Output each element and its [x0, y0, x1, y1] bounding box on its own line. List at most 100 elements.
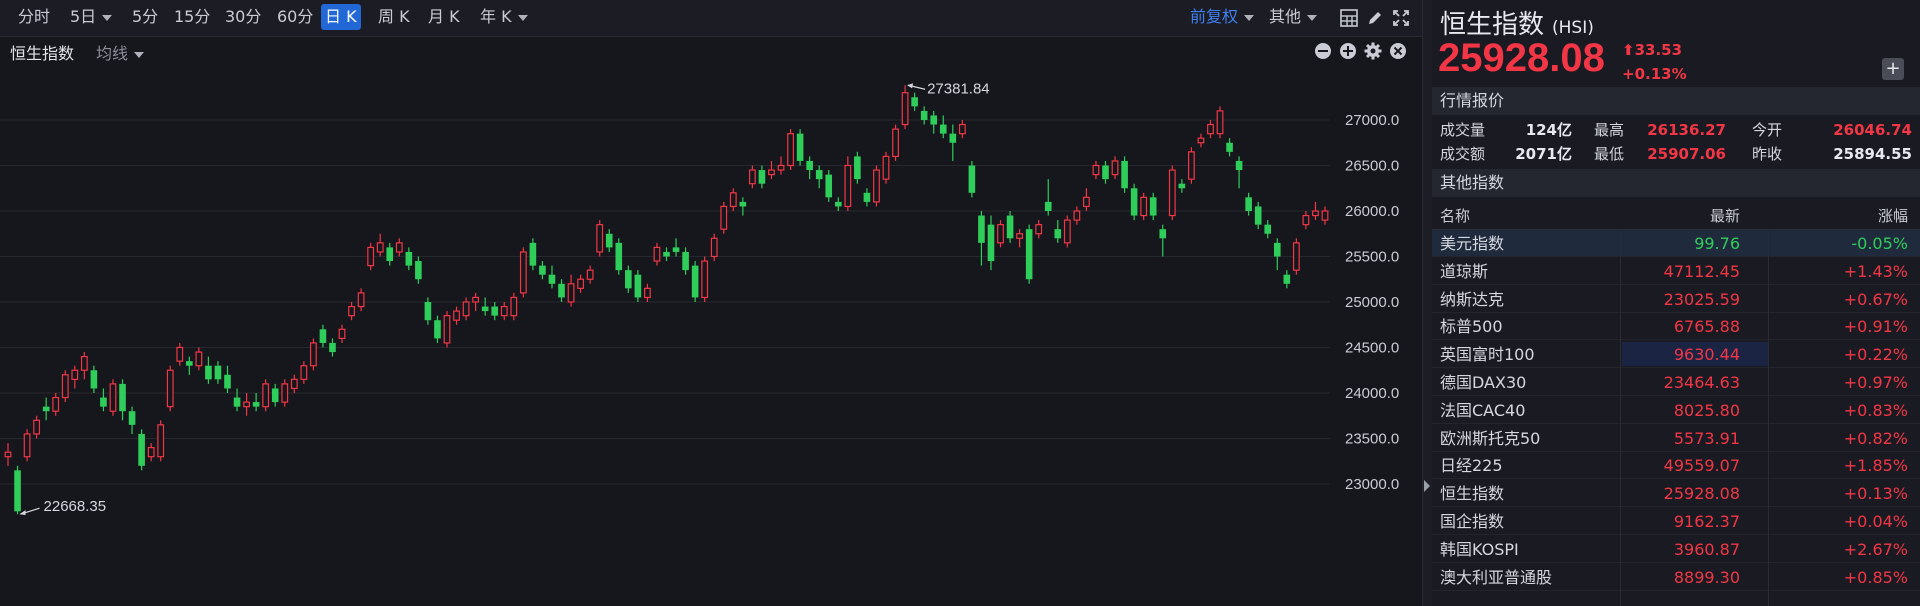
zoom-out-icon[interactable] — [1314, 42, 1332, 64]
candle-body — [348, 305, 355, 317]
candle-body — [1035, 224, 1043, 235]
chevron-down-icon — [1307, 14, 1318, 21]
index-name-cell: 欧洲斯托克50 — [1440, 428, 1541, 448]
arrow-up-icon: ⬆ — [1622, 41, 1635, 59]
candle-body — [586, 269, 594, 280]
timeframe-tab[interactable]: 15分 — [170, 4, 214, 30]
close-icon[interactable] — [1389, 42, 1407, 64]
candle-body — [691, 265, 699, 298]
timeframe-tab[interactable]: 30分 — [221, 4, 265, 30]
candle-body — [1207, 123, 1214, 135]
chevron-down-icon — [134, 51, 145, 58]
candle-body — [1254, 206, 1262, 225]
candle-body — [1054, 229, 1062, 239]
index-row[interactable]: 日经225 49559.07 +1.85% — [1432, 452, 1920, 480]
candle-body — [1197, 137, 1205, 144]
ma-dropdown[interactable]: 均线 — [96, 40, 145, 64]
candle-body — [453, 310, 460, 321]
candle-body — [42, 406, 50, 412]
other-dropdown[interactable]: 其他 — [1269, 4, 1318, 30]
timeframe-label: 30分 — [225, 7, 262, 26]
quote-value: 25894.55 — [1833, 145, 1912, 163]
candle-body — [1083, 196, 1090, 208]
change-value: 33.53 — [1634, 41, 1683, 59]
candle-body — [367, 246, 375, 267]
index-price-cell: 23025.59 — [1663, 289, 1740, 309]
chart-subbar: 恒生指数 均线 — [0, 37, 1430, 66]
candle-body — [634, 274, 642, 298]
index-name-cell: 德国DAX30 — [1440, 373, 1527, 392]
index-row[interactable]: 恒生指数 25928.08 +0.13% — [1432, 480, 1920, 508]
index-price-cell: 8025.80 — [1673, 400, 1740, 420]
index-row[interactable]: 德国DAX30 23464.63 +0.97% — [1432, 369, 1920, 396]
index-change-cell: +0.67% — [1843, 289, 1908, 309]
chart-canvas[interactable]: 27000.0 26500.0 26000.0 25500.0 25000.0 24500… — [0, 66, 1422, 606]
candle-body — [892, 128, 899, 157]
candle-body — [758, 170, 766, 184]
index-name: 恒生指数 — [1440, 10, 1545, 40]
quote-label: 昨收 — [1752, 145, 1783, 163]
index-price-cell: 5573.91 — [1673, 428, 1740, 448]
quote-row: 成交额 2071亿 最低 25907.06 昨收 25894.55 — [1432, 142, 1920, 166]
candle-body — [415, 261, 422, 280]
index-row[interactable]: 韩国KOSPI 3960.87 +2.67% — [1432, 536, 1920, 563]
index-row[interactable]: 英国富时100 9630.44 +0.22% — [1432, 341, 1920, 369]
candlestick-chart[interactable]: 27000.0 26500.0 26000.0 25500.0 25000.0 24500… — [0, 66, 1430, 606]
index-row[interactable]: 国企指数 9162.37 +0.04% — [1432, 508, 1920, 535]
candle-body — [147, 447, 155, 458]
add-watchlist-button[interactable]: + — [1882, 58, 1904, 80]
candle-body — [224, 374, 231, 389]
index-row[interactable]: 欧洲斯托克50 5573.91 +0.82% — [1432, 425, 1920, 452]
gear-icon[interactable] — [1364, 42, 1382, 64]
index-price-cell: 23464.63 — [1663, 373, 1740, 392]
index-change-cell: +0.85% — [1843, 567, 1908, 587]
index-name-cell: 标普500 — [1440, 317, 1503, 337]
index-name-cell: 英国富时100 — [1440, 345, 1535, 365]
y-tick-label: 27000.0 — [1345, 112, 1399, 129]
timeframe-tab[interactable]: 60分 — [273, 4, 317, 30]
candle-body — [1216, 110, 1224, 135]
index-row[interactable]: 美元指数 99.76 -0.05% — [1432, 230, 1920, 257]
timeframe-tab[interactable]: 分时 — [14, 4, 54, 30]
candle-body — [1302, 214, 1310, 226]
candle-body — [625, 270, 632, 289]
candle-body — [481, 306, 489, 312]
candle-body — [1102, 165, 1109, 180]
index-price-cell: 8899.30 — [1673, 567, 1740, 587]
zoom-in-icon[interactable] — [1339, 42, 1357, 64]
timeframe-tab[interactable]: 5日 — [66, 4, 116, 30]
candle-body — [558, 283, 565, 298]
timeframe-tab[interactable]: 日 K — [321, 4, 361, 30]
quote-row: 成交量 124亿 最高 26136.27 今开 26046.74 — [1432, 118, 1920, 142]
timeframe-label: 5日 — [70, 7, 97, 26]
candle-body — [395, 242, 403, 253]
index-row[interactable]: 纳斯达克 23025.59 +0.67% — [1432, 286, 1920, 313]
candle-body — [1292, 242, 1300, 271]
index-name-cell: 国企指数 — [1440, 512, 1505, 531]
timeframe-tab[interactable]: 5分 — [128, 4, 162, 30]
timeframe-tab[interactable]: 月 K — [424, 4, 464, 30]
candle-body — [443, 315, 451, 344]
draw-pen-icon[interactable] — [1366, 9, 1384, 27]
index-row[interactable]: 澳大利亚普通股 8899.30 +0.85% — [1432, 564, 1920, 591]
layout-grid-icon[interactable] — [1340, 9, 1358, 27]
index-row[interactable]: 道琼斯 47112.45 +1.43% — [1432, 258, 1920, 285]
candle-body — [1273, 242, 1281, 257]
index-name-cell: 恒生指数 — [1440, 484, 1505, 504]
min-arrow-head — [19, 510, 26, 516]
candle-body — [854, 156, 861, 180]
panel-collapse-handle[interactable] — [1422, 0, 1433, 606]
candle-body — [1321, 210, 1329, 221]
ma-label: 均线 — [96, 44, 129, 63]
quote-panel: 恒生指数 (HSI) 25928.08 ⬆33.53 +0.13% + 行情报价 … — [1432, 0, 1920, 606]
candle-body — [787, 133, 794, 167]
fullscreen-icon[interactable] — [1392, 9, 1410, 27]
timeframe-tab[interactable]: 周 K — [374, 4, 414, 30]
index-row[interactable]: 法国CAC40 8025.80 +0.83% — [1432, 397, 1920, 424]
candle-body — [768, 169, 775, 176]
timeframe-tab[interactable]: 年 K — [476, 4, 532, 30]
index-row[interactable]: 标普500 6765.88 +0.91% — [1432, 313, 1920, 341]
candle-body — [290, 378, 298, 390]
adjust-dropdown[interactable]: 前复权 — [1190, 4, 1255, 30]
candle-body — [796, 133, 804, 161]
